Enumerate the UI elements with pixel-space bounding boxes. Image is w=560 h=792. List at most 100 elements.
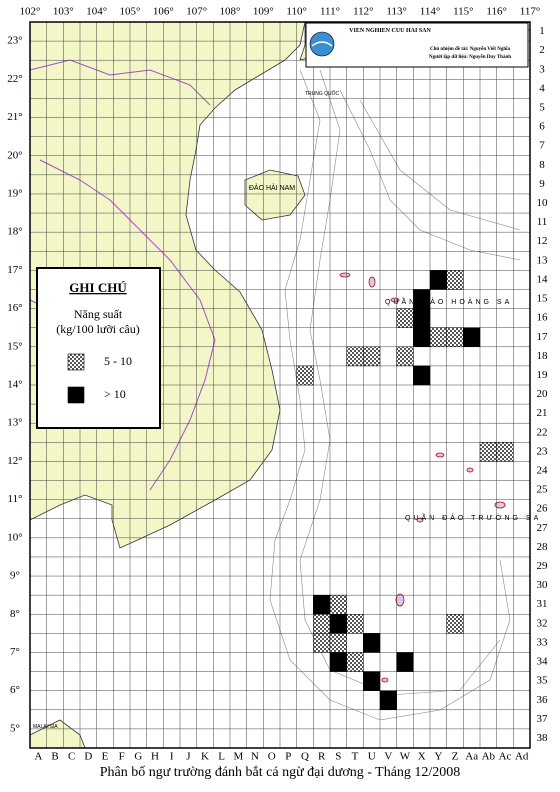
row-label: 15 — [537, 293, 549, 305]
column-label: X — [418, 751, 426, 763]
longitude-label: 114° — [420, 6, 441, 18]
fishing-cell — [446, 614, 464, 634]
latitude-label: 17° — [7, 264, 22, 276]
row-label: 6 — [539, 121, 545, 133]
header-author: Người lập dữ liệu: Nguyễn Duy Thành — [429, 54, 511, 60]
row-label: 21 — [537, 407, 548, 419]
latitude-label: 10° — [7, 531, 22, 543]
fishing-cell — [296, 365, 314, 386]
column-label: Y — [434, 751, 442, 763]
fishing-cell — [313, 614, 331, 634]
column-label: P — [285, 751, 291, 763]
place-label: MALAYSIA — [33, 724, 58, 730]
fishing-cell — [313, 633, 331, 653]
row-label: 11 — [537, 216, 548, 228]
fishing-cell — [446, 327, 464, 348]
longitude-label: 110° — [286, 6, 307, 18]
legend-label: > 10 — [104, 387, 126, 401]
longitude-label: 109° — [253, 6, 274, 18]
column-label: N — [251, 751, 259, 763]
row-label: 18 — [537, 350, 549, 362]
row-label: 30 — [537, 579, 549, 591]
longitude-label: 116° — [486, 6, 507, 18]
row-label: 34 — [537, 656, 549, 668]
longitude-label: 103° — [53, 6, 74, 18]
row-label: 36 — [537, 694, 549, 706]
row-label: 25 — [537, 484, 549, 496]
latitude-label: 11° — [8, 493, 23, 505]
latitude-label: 19° — [7, 187, 22, 199]
row-label: 4 — [539, 82, 545, 94]
fishing-cell — [396, 346, 414, 367]
column-label: K — [201, 751, 209, 763]
longitude-label: 108° — [220, 6, 241, 18]
fishing-cell — [479, 442, 497, 462]
column-label: Ac — [499, 751, 512, 763]
legend-title: GHI CHÚ — [69, 280, 127, 295]
column-label: Q — [301, 751, 309, 763]
row-label: 5 — [539, 102, 545, 114]
row-label: 26 — [537, 503, 549, 515]
fishing-cell — [329, 652, 347, 672]
row-label: 32 — [537, 617, 548, 629]
column-label: U — [368, 751, 376, 763]
latitude-label: 13° — [7, 417, 22, 429]
fishing-cell — [463, 327, 481, 348]
column-label: V — [384, 751, 392, 763]
header-institute: VIEN NGHIEN CUU HAI SAN — [349, 28, 431, 34]
legend-swatch — [67, 386, 85, 404]
header-leader: Chủ nhiệm đề tài: Nguyễn Viết Nghĩa — [430, 46, 511, 52]
longitude-label: 115° — [453, 6, 474, 18]
row-label: 29 — [537, 560, 549, 572]
header-box: VIEN NGHIEN CUU HAI SAN Chủ nhiệm đề tài… — [305, 22, 529, 68]
column-label: I — [170, 751, 174, 763]
fishing-cell — [429, 327, 447, 348]
map-frame — [29, 21, 531, 749]
place-label: ĐẢO HẢI NAM — [249, 183, 295, 192]
row-label: 1 — [539, 25, 545, 37]
row-label: 19 — [537, 369, 549, 381]
fishing-cell — [429, 270, 447, 290]
latitude-label: 15° — [7, 340, 22, 352]
fishing-cell — [329, 633, 347, 653]
row-label: 22 — [537, 426, 548, 438]
fishing-cell — [379, 690, 397, 711]
latitude-label: 23° — [7, 35, 22, 47]
column-label: Aa — [465, 751, 478, 763]
fishing-cell — [446, 270, 464, 290]
legend-label: 5 - 10 — [104, 354, 132, 368]
longitude-label: 113° — [386, 6, 407, 18]
latitude-label: 22° — [7, 73, 22, 85]
row-label: 37 — [537, 713, 549, 725]
row-label: 23 — [537, 445, 549, 457]
column-label: T — [352, 751, 359, 763]
row-label: 28 — [537, 541, 549, 553]
latitude-label: 6° — [10, 684, 20, 696]
column-label: Z — [452, 751, 459, 763]
latitude-label: 9° — [10, 570, 20, 582]
column-label: L — [218, 751, 225, 763]
row-label: 13 — [537, 254, 549, 266]
fishing-cell — [396, 652, 414, 672]
fishing-cell — [363, 633, 381, 653]
fishing-cell — [363, 671, 381, 691]
latitude-label: 14° — [7, 379, 22, 391]
column-label: M — [233, 751, 243, 763]
row-label: 16 — [537, 312, 549, 324]
legend-swatch — [67, 353, 85, 371]
row-label: 2 — [539, 44, 545, 56]
row-label: 14 — [537, 273, 549, 285]
legend-unit: (kg/100 lưỡi câu) — [56, 322, 140, 336]
legend-items: 5 - 10 > 10 — [67, 353, 132, 404]
row-label: 8 — [539, 159, 545, 171]
fishing-cell — [313, 594, 331, 615]
caption: Phân bố ngư trường đánh bắt cá ngừ đại d… — [100, 765, 461, 780]
longitude-label: 102° — [20, 6, 41, 18]
column-label: Ab — [482, 751, 496, 763]
row-label: 17 — [537, 331, 549, 343]
row-label: 33 — [537, 636, 549, 648]
legend: GHI CHÚ Năng suất (kg/100 lưỡi câu) 5 - … — [36, 267, 161, 429]
place-label: QUẦN ĐẢO HOÀNG SA — [385, 296, 512, 306]
column-label: A — [34, 751, 42, 763]
fishing-cell — [329, 594, 347, 615]
